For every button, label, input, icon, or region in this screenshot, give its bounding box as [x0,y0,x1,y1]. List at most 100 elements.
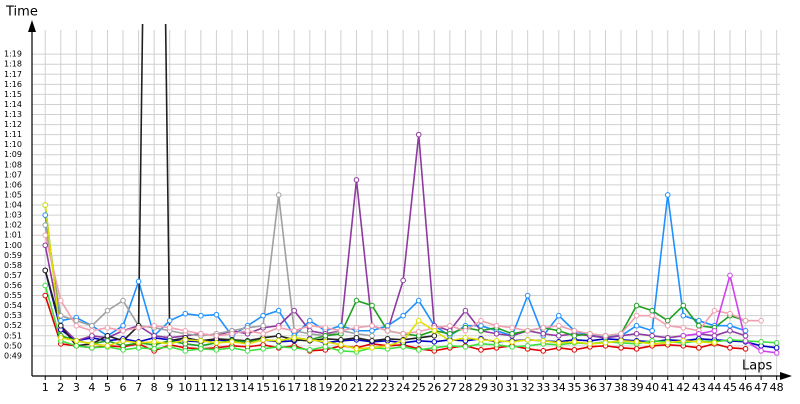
point [322,324,329,331]
point [198,338,204,344]
point [104,332,111,339]
y-tick-label: 1:14 [4,100,22,109]
point [369,322,375,329]
x-tick-label: 25 [412,381,426,394]
point [213,311,220,318]
y-tick-label: 0:49 [4,351,22,360]
point [462,334,469,341]
point [89,341,95,347]
x-tick-label: 22 [365,381,379,394]
point [151,322,157,329]
x-tick-label: 47 [754,381,768,394]
y-tick-label: 0:53 [4,311,22,320]
point [571,327,578,334]
point [773,340,780,346]
point [727,272,733,279]
point [42,242,49,249]
y-tick-label: 0:55 [4,291,22,300]
x-tick-label: 18 [303,381,317,394]
point [260,346,266,352]
point [478,347,484,353]
y-tick-label: 1:18 [4,60,22,69]
point [120,297,126,304]
y-tick-label: 1:02 [4,221,22,230]
point [73,338,80,344]
point [182,348,189,354]
point [742,338,749,344]
point [758,348,764,354]
point [649,312,655,319]
x-tick-label: 9 [166,381,173,394]
point [104,324,111,331]
point [727,310,733,317]
point [727,327,733,334]
point [135,278,142,285]
x-tick-label: 33 [536,381,550,394]
point [742,346,749,352]
point [42,292,49,299]
point [322,339,329,345]
point [524,292,531,299]
point [291,334,298,341]
y-tick-label: 1:04 [4,201,22,210]
point [509,339,515,345]
point [571,339,578,345]
x-tick-label: 15 [256,381,270,394]
point [73,343,80,349]
point [587,330,593,337]
point [244,341,251,347]
point [462,307,469,314]
point [353,297,360,304]
x-tick-label: 17 [287,381,301,394]
point [587,341,593,347]
x-tick-label: 19 [318,381,332,394]
point [509,330,515,337]
point [57,322,64,329]
x-tick-label: 44 [707,381,721,394]
point [415,131,422,138]
point [42,212,49,218]
point [244,348,251,354]
point [57,334,64,341]
y-tick-label: 1:03 [4,211,22,220]
point [462,327,469,334]
point [260,322,266,329]
point [680,332,687,339]
point [306,330,313,337]
point [213,340,220,346]
point [478,317,484,324]
point [306,317,313,324]
y-tick-label: 1:01 [4,231,22,240]
point [478,327,484,334]
x-tick-label: 28 [458,381,472,394]
point [696,317,702,324]
point [353,177,360,183]
point [758,339,764,345]
point [696,345,702,351]
point [555,332,562,339]
point [555,322,562,329]
point [664,340,671,346]
x-tick-label: 24 [396,381,410,394]
x-tick-label: 35 [567,381,581,394]
point [400,344,406,350]
point [664,192,671,198]
point [42,222,49,228]
y-tick-label: 1:11 [4,130,22,139]
x-tick-label: 10 [178,381,192,394]
point [571,347,578,353]
x-tick-label: 43 [692,381,706,394]
point [400,338,406,344]
point [664,322,671,329]
x-tick-label: 34 [552,381,566,394]
point [291,327,298,334]
point [89,322,95,329]
point [602,340,609,346]
point [120,338,126,344]
y-tick-label: 1:09 [4,150,22,159]
x-tick-label: 16 [272,381,286,394]
point [198,346,204,352]
point [555,312,562,319]
point [680,312,687,319]
point [57,297,64,304]
